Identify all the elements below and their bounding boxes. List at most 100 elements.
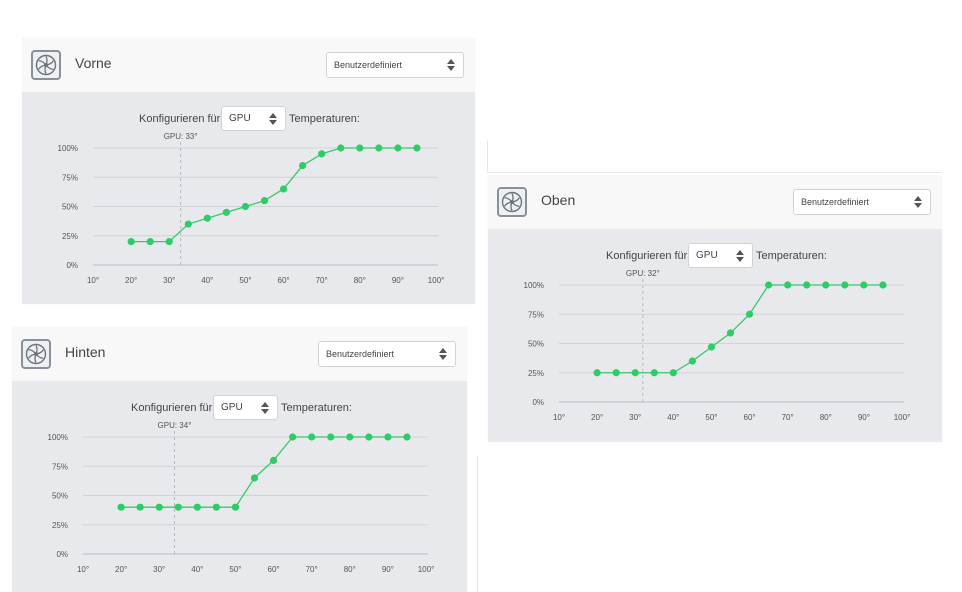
curve-point[interactable] <box>155 503 163 511</box>
curve-point[interactable] <box>279 185 288 193</box>
curve-point[interactable] <box>327 433 335 441</box>
curve-point[interactable] <box>593 369 601 377</box>
fan-curve-chart[interactable]: 0% 25% 50% 75% 100% 10° 20° 30° 40° 50° 60° 70° 80° 9… <box>12 327 467 592</box>
y-tick-label: 0% <box>66 261 78 270</box>
curve-point[interactable] <box>212 503 220 511</box>
curve-point[interactable] <box>222 208 230 216</box>
fan-panel-hinten: Hinten Benutzerdefiniert Konfigurieren f… <box>12 327 467 592</box>
curve-point[interactable] <box>250 474 259 482</box>
fan-curve-chart[interactable]: 0% 25% 50% 75% 100% 10° 20° 30° 40° 50° 60° 70° 80° 9… <box>488 175 942 442</box>
x-tick-label: 40° <box>191 565 203 574</box>
curve-point[interactable] <box>241 202 250 211</box>
temperature-source-select[interactable]: GPU <box>213 395 278 420</box>
curve-point[interactable] <box>318 150 326 158</box>
curve-point[interactable] <box>136 503 144 511</box>
temperature-source-value: GPU <box>229 113 251 124</box>
configure-prefix: Konfigurieren für <box>606 250 688 262</box>
y-tick-label: 100% <box>58 144 78 153</box>
y-tick-label: 50% <box>528 340 544 349</box>
x-tick-label: 40° <box>667 413 679 422</box>
curve-point[interactable] <box>375 144 383 152</box>
curve-point[interactable] <box>289 433 297 441</box>
configure-suffix: Temperaturen: <box>289 113 360 125</box>
y-tick-label: 25% <box>62 232 78 241</box>
curve-point[interactable] <box>413 144 421 152</box>
fan-panel-vorne: Vorne Benutzerdefiniert Konfigurieren fü… <box>22 38 475 304</box>
curve-point[interactable] <box>346 433 354 441</box>
curve-point[interactable] <box>707 343 716 351</box>
x-tick-label: 50° <box>229 565 241 574</box>
x-tick-label: 50° <box>239 276 251 285</box>
fan-mode-select[interactable]: Benutzerdefiniert <box>793 189 931 215</box>
curve-point[interactable] <box>117 503 125 511</box>
curve-point[interactable] <box>403 433 411 441</box>
select-arrows-icon <box>269 113 277 125</box>
x-tick-label: 30° <box>629 413 641 422</box>
x-tick-label: 40° <box>201 276 213 285</box>
curve-point[interactable] <box>784 281 792 289</box>
curve-point[interactable] <box>231 503 240 511</box>
curve-point[interactable] <box>174 503 182 511</box>
x-tick-label: 100° <box>894 413 911 422</box>
fan-icon <box>21 339 51 369</box>
curve-point[interactable] <box>765 281 773 289</box>
fan-blades-icon <box>25 343 47 365</box>
curve-point[interactable] <box>822 281 830 289</box>
curve-point[interactable] <box>631 369 639 377</box>
curve-point[interactable] <box>384 433 392 441</box>
curve-point[interactable] <box>669 369 677 377</box>
select-arrows-icon <box>439 348 447 360</box>
curve-point[interactable] <box>337 144 345 152</box>
curve-point[interactable] <box>365 433 373 441</box>
curve-point[interactable] <box>650 369 658 377</box>
fan-panel-oben: Oben Benutzerdefiniert Konfigurieren für… <box>488 175 942 442</box>
curve-point[interactable] <box>193 503 201 511</box>
curve-point[interactable] <box>860 281 868 289</box>
background-divider <box>487 140 488 172</box>
fan-mode-select[interactable]: Benutzerdefiniert <box>318 341 456 367</box>
curve-point[interactable] <box>269 456 278 464</box>
curve-point[interactable] <box>146 238 154 246</box>
x-tick-label: 60° <box>744 413 756 422</box>
curve-point[interactable] <box>688 357 696 365</box>
fan-curve-line <box>597 284 883 374</box>
fan-mode-select[interactable]: Benutzerdefiniert <box>326 52 464 78</box>
curve-point[interactable] <box>184 220 192 228</box>
curve-point[interactable] <box>879 281 887 289</box>
y-tick-label: 25% <box>52 521 68 530</box>
fan-blades-icon <box>35 54 57 76</box>
background-divider <box>477 456 478 592</box>
x-tick-label: 100° <box>418 565 435 574</box>
curve-point[interactable] <box>127 238 135 246</box>
temperature-source-select[interactable]: GPU <box>221 106 286 131</box>
fan-icon <box>497 187 527 217</box>
panel-header: Hinten Benutzerdefiniert <box>12 327 467 381</box>
x-tick-label: 50° <box>705 413 717 422</box>
panel-title: Vorne <box>75 55 112 71</box>
curve-point[interactable] <box>260 197 269 205</box>
curve-point[interactable] <box>356 144 364 152</box>
configure-prefix: Konfigurieren für <box>139 113 221 125</box>
curve-point[interactable] <box>394 144 402 152</box>
fan-blades-icon <box>501 191 523 213</box>
temperature-source-value: GPU <box>221 402 243 413</box>
curve-point[interactable] <box>299 161 307 170</box>
x-tick-label: 20° <box>125 276 137 285</box>
curve-point[interactable] <box>745 310 754 318</box>
temperature-source-select[interactable]: GPU <box>688 243 753 268</box>
curve-point[interactable] <box>726 329 735 337</box>
x-tick-label: 30° <box>163 276 175 285</box>
panel-title: Oben <box>541 192 576 208</box>
curve-point[interactable] <box>308 433 316 441</box>
curve-point[interactable] <box>165 238 173 246</box>
fan-curve-chart[interactable]: 0% 25% 50% 75% 100% 10° 20° 30° 40° 50° 60° 70° 80° 9… <box>22 38 475 304</box>
curve-point[interactable] <box>803 281 811 289</box>
curve-point[interactable] <box>841 281 849 289</box>
x-tick-label: 10° <box>553 413 565 422</box>
x-tick-label: 10° <box>87 276 99 285</box>
x-tick-label: 90° <box>392 276 404 285</box>
x-tick-label: 60° <box>268 565 280 574</box>
select-arrows-icon <box>914 196 922 208</box>
curve-point[interactable] <box>203 214 211 222</box>
curve-point[interactable] <box>612 369 620 377</box>
